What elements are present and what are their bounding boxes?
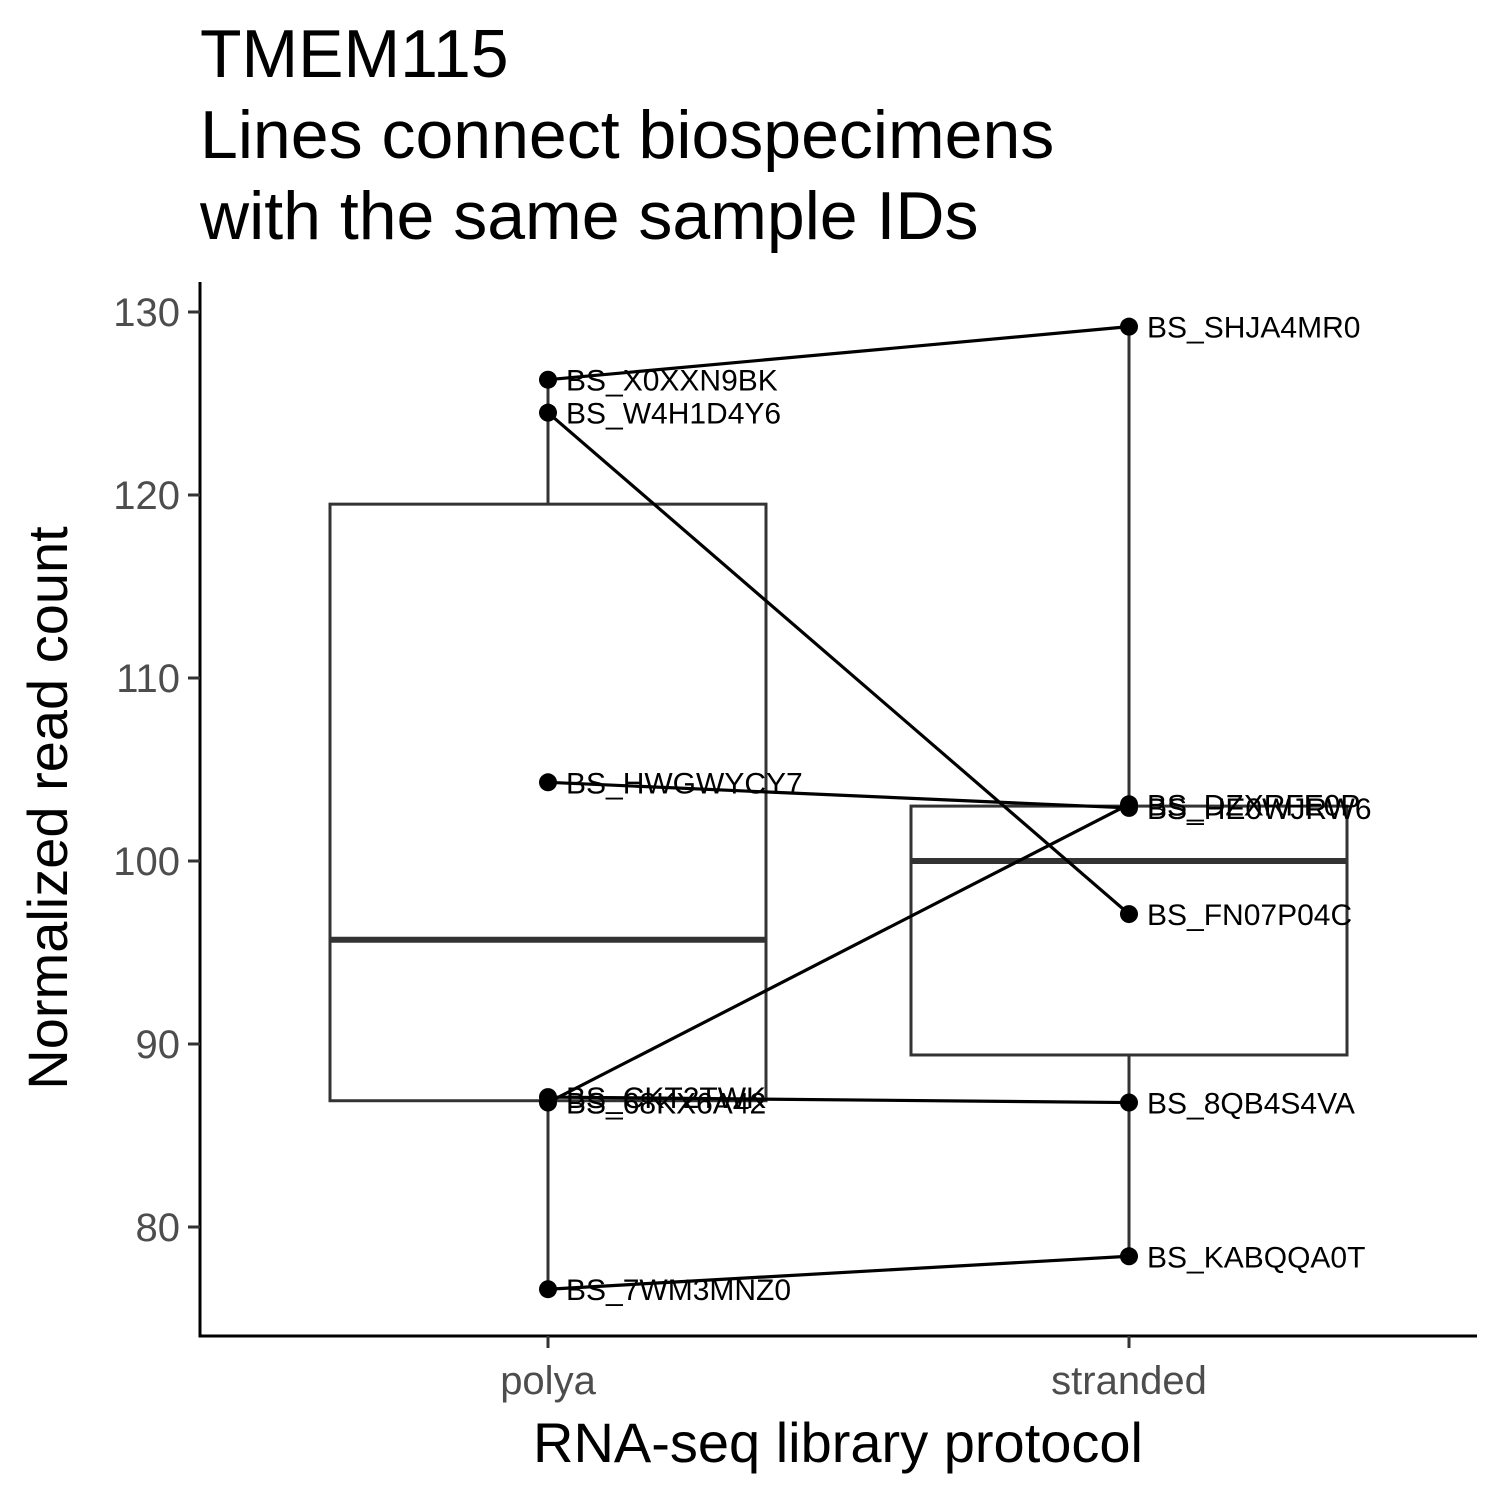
y-tick-label-100: 100: [113, 840, 180, 884]
point-BS_X0XXN9BK: [539, 370, 557, 389]
y-tick-label-130: 130: [113, 291, 180, 335]
x-tick-label-stranded: stranded: [1051, 1359, 1207, 1403]
pair-lines-layer: [546, 325, 1131, 1291]
pair-line-BS_HWGWYCY7-BS_HE0WJRW6: [547, 780, 1130, 810]
y-tick-label-90: 90: [136, 1023, 181, 1067]
x-tick-label-polya: polya: [500, 1359, 596, 1403]
y-axis-title: Normalized read count: [16, 526, 79, 1090]
point-BS_68KX6A42: [539, 1093, 557, 1112]
point-label-BS_KABQQA0T: BS_KABQQA0T: [1147, 1241, 1365, 1274]
point-label-BS_FN07P04C: BS_FN07P04C: [1147, 899, 1352, 932]
points-layer: [539, 317, 1138, 1299]
y-tick-label-80: 80: [136, 1206, 181, 1250]
axes-layer: 80 90 100 110 120 130 polya stranded: [113, 282, 1477, 1403]
point-BS_SHJA4MR0: [1120, 317, 1138, 336]
pair-line-BS_68KX6A42-BS_DZXRFE0P: [547, 802, 1130, 1104]
point-BS_HE0WJRW6: [1120, 798, 1138, 817]
pair-line-BS_CKT2TWK-BS_8QB4S4VA: [547, 1095, 1130, 1105]
point-BS_KABQQA0T: [1120, 1247, 1138, 1266]
point-label-BS_X0XXN9BK: BS_X0XXN9BK: [566, 365, 778, 398]
chart-title: TMEM115: [200, 16, 509, 92]
point-label-BS_HE0WJRW6: BS_HE0WJRW6: [1147, 793, 1372, 826]
point-label-BS_SHJA4MR0: BS_SHJA4MR0: [1147, 312, 1360, 345]
point-BS_8QB4S4VA: [1120, 1093, 1138, 1112]
point-BS_W4H1D4Y6: [539, 403, 557, 422]
point-BS_FN07P04C: [1120, 905, 1138, 924]
chart-subtitle-line-1: Lines connect biospecimens: [200, 97, 1055, 173]
y-tick-label-110: 110: [116, 657, 180, 701]
point-BS_7WM3MNZ0: [539, 1280, 557, 1299]
x-axis-title: RNA-seq library protocol: [533, 1411, 1143, 1474]
pair-line-BS_X0XXN9BK-BS_SHJA4MR0: [547, 325, 1130, 382]
point-BS_HWGWYCY7: [539, 773, 557, 792]
point-label-BS_CKT2TWK: BS_CKT2TWK: [566, 1082, 766, 1115]
chart-subtitle-line-2: with the same sample IDs: [200, 178, 979, 254]
y-tick-label-120: 120: [113, 474, 180, 518]
box-polya: [328, 502, 768, 1103]
point-label-BS_W4H1D4Y6: BS_W4H1D4Y6: [566, 398, 781, 431]
chart-title-block: TMEM115 Lines connect biospecimens with …: [200, 14, 1054, 257]
point-label-BS_68KX6A42: BS_68KX6A42: [566, 1088, 766, 1121]
pair-line-BS_7WM3MNZ0-BS_KABQQA0T: [547, 1254, 1130, 1291]
boxes-layer: [328, 326, 1349, 1290]
point-label-BS_HWGWYCY7: BS_HWGWYCY7: [566, 767, 803, 800]
point-label-BS_8QB4S4VA: BS_8QB4S4VA: [1147, 1088, 1355, 1121]
point-label-BS_7WM3MNZ0: BS_7WM3MNZ0: [566, 1274, 791, 1307]
point-label-BS_DZXRFE0P: BS_DZXRFE0P: [1147, 789, 1360, 822]
pair-line-BS_W4H1D4Y6-BS_FN07P04C: [546, 411, 1131, 916]
